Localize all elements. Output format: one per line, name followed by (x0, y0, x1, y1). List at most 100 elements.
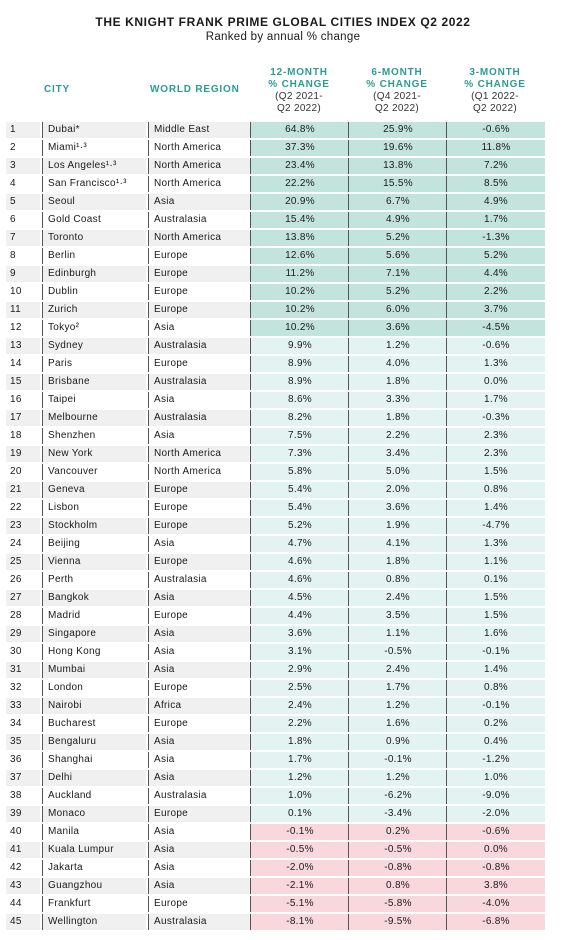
rank-cell: 32 (6, 680, 40, 696)
change-3-month-cell: 0.4% (446, 734, 545, 750)
change-6-month-cell: 6.7% (348, 194, 447, 210)
header-6-month-line2: % CHANGE (366, 79, 428, 90)
change-3-month-cell: 7.2% (446, 158, 545, 174)
region-cell: Australasia (148, 914, 250, 930)
table-row: 16 Taipei Asia 8.6% 3.3% 1.7% (0, 391, 566, 409)
change-6-month-cell: 1.1% (348, 626, 447, 642)
city-cell: Zurich (42, 302, 146, 318)
city-cell: Dublin (42, 284, 146, 300)
rank-cell: 1 (6, 122, 40, 138)
region-cell: Europe (148, 284, 250, 300)
rank-cell: 10 (6, 284, 40, 300)
change-3-month-cell: 1.6% (446, 626, 545, 642)
city-cell: Bengaluru (42, 734, 146, 750)
region-cell: Asia (148, 626, 250, 642)
city-cell: Frankfurt (42, 896, 146, 912)
change-3-month-cell: 1.3% (446, 356, 545, 372)
change-6-month-cell: 13.8% (348, 158, 447, 174)
region-cell: Asia (148, 644, 250, 660)
table-row: 26 Perth Australasia 4.6% 0.8% 0.1% (0, 571, 566, 589)
change-6-month-cell: 2.4% (348, 662, 447, 678)
table-row: 45 Wellington Australasia -8.1% -9.5% -6.8% (0, 913, 566, 931)
city-cell: Tokyo² (42, 320, 146, 336)
change-12-month-cell: 2.4% (250, 698, 349, 714)
change-3-month-cell: 1.3% (446, 536, 545, 552)
table-row: 29 Singapore Asia 3.6% 1.1% 1.6% (0, 625, 566, 643)
rank-cell: 26 (6, 572, 40, 588)
table-row: 17 Melbourne Australasia 8.2% 1.8% -0.3% (0, 409, 566, 427)
change-3-month-cell: 0.2% (446, 716, 545, 732)
rank-cell: 44 (6, 896, 40, 912)
change-6-month-cell: 1.8% (348, 410, 447, 426)
change-12-month-cell: 4.7% (250, 536, 349, 552)
table-row: 34 Bucharest Europe 2.2% 1.6% 0.2% (0, 715, 566, 733)
region-cell: Asia (148, 536, 250, 552)
change-6-month-cell: 2.4% (348, 590, 447, 606)
change-3-month-cell: -4.7% (446, 518, 545, 534)
table-row: 21 Geneva Europe 5.4% 2.0% 0.8% (0, 481, 566, 499)
header-3-month-line1: 3-MONTH (469, 67, 521, 78)
region-cell: Australasia (148, 212, 250, 228)
city-cell: Toronto (42, 230, 146, 246)
change-12-month-cell: 4.6% (250, 572, 349, 588)
change-3-month-cell: -4.5% (446, 320, 545, 336)
change-3-month-cell: -2.0% (446, 806, 545, 822)
chart-subtitle: Ranked by annual % change (205, 31, 361, 43)
change-12-month-cell: 5.4% (250, 500, 349, 516)
rank-cell: 3 (6, 158, 40, 174)
change-6-month-cell: 3.5% (348, 608, 447, 624)
change-6-month-cell: 1.7% (348, 680, 447, 696)
rank-cell: 23 (6, 518, 40, 534)
change-12-month-cell: 2.5% (250, 680, 349, 696)
city-cell: Wellington (42, 914, 146, 930)
rank-cell: 38 (6, 788, 40, 804)
change-6-month-cell: 3.4% (348, 446, 447, 462)
table-row: 37 Delhi Asia 1.2% 1.2% 1.0% (0, 769, 566, 787)
table-row: 39 Monaco Europe 0.1% -3.4% -2.0% (0, 805, 566, 823)
change-12-month-cell: 15.4% (250, 212, 349, 228)
city-cell: Sydney (42, 338, 146, 354)
change-12-month-cell: 4.5% (250, 590, 349, 606)
change-6-month-cell: 4.1% (348, 536, 447, 552)
change-6-month-cell: 19.6% (348, 140, 447, 156)
change-3-month-cell: 1.5% (446, 464, 545, 480)
rank-cell: 16 (6, 392, 40, 408)
table-row: 4 San Francisco¹·³ North America 22.2% 15.5%… (0, 175, 566, 193)
change-12-month-cell: 10.2% (250, 284, 349, 300)
change-3-month-cell: -1.3% (446, 230, 545, 246)
change-6-month-cell: 7.1% (348, 266, 447, 282)
change-3-month-cell: -0.1% (446, 644, 545, 660)
change-12-month-cell: 9.9% (250, 338, 349, 354)
change-3-month-cell: 4.9% (446, 194, 545, 210)
region-cell: Europe (148, 248, 250, 264)
change-12-month-cell: 22.2% (250, 176, 349, 192)
city-cell: Bangkok (42, 590, 146, 606)
region-cell: North America (148, 140, 250, 156)
city-cell: Kuala Lumpur (42, 842, 146, 858)
table-row: 30 Hong Kong Asia 3.1% -0.5% -0.1% (0, 643, 566, 661)
region-cell: North America (148, 230, 250, 246)
rank-cell: 27 (6, 590, 40, 606)
table-row: 13 Sydney Australasia 9.9% 1.2% -0.6% (0, 337, 566, 355)
rank-cell: 8 (6, 248, 40, 264)
city-cell: London (42, 680, 146, 696)
change-6-month-cell: 5.2% (348, 230, 447, 246)
city-cell: Shanghai (42, 752, 146, 768)
change-3-month-cell: -0.8% (446, 860, 545, 876)
change-6-month-cell: -0.5% (348, 644, 447, 660)
table-row: 27 Bangkok Asia 4.5% 2.4% 1.5% (0, 589, 566, 607)
change-12-month-cell: 13.8% (250, 230, 349, 246)
header-6-month: 6-MONTH % CHANGE (Q4 2021- Q2 2022) (348, 67, 446, 115)
region-cell: Asia (148, 860, 250, 876)
change-6-month-cell: 1.8% (348, 374, 447, 390)
change-12-month-cell: 8.2% (250, 410, 349, 426)
region-cell: Asia (148, 662, 250, 678)
rank-cell: 14 (6, 356, 40, 372)
region-cell: Europe (148, 896, 250, 912)
header-12-month: 12-MONTH % CHANGE (Q2 2021- Q2 2022) (250, 67, 348, 115)
change-12-month-cell: 1.7% (250, 752, 349, 768)
change-12-month-cell: 23.4% (250, 158, 349, 174)
rank-cell: 4 (6, 176, 40, 192)
change-6-month-cell: 25.9% (348, 122, 447, 138)
change-12-month-cell: 3.6% (250, 626, 349, 642)
